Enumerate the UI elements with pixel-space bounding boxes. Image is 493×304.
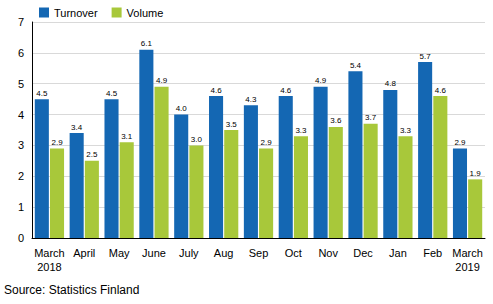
svg-text:April: April — [73, 247, 95, 259]
svg-text:4.8: 4.8 — [385, 79, 397, 88]
svg-text:July: July — [179, 247, 199, 259]
svg-text:2.5: 2.5 — [86, 150, 98, 159]
svg-text:4.5: 4.5 — [106, 89, 118, 98]
svg-text:4.5: 4.5 — [36, 89, 48, 98]
svg-text:3.6: 3.6 — [330, 116, 342, 125]
svg-text:4: 4 — [18, 109, 24, 121]
svg-text:4.0: 4.0 — [176, 104, 188, 113]
svg-text:6: 6 — [18, 47, 24, 59]
svg-text:Oct: Oct — [285, 247, 302, 259]
svg-text:3.3: 3.3 — [400, 126, 412, 135]
svg-text:June: June — [142, 247, 166, 259]
svg-text:0: 0 — [18, 232, 24, 244]
svg-text:2.9: 2.9 — [51, 138, 63, 147]
svg-text:March: March — [34, 247, 65, 259]
svg-text:Nov: Nov — [318, 247, 338, 259]
svg-text:4.6: 4.6 — [280, 86, 292, 95]
svg-text:2018: 2018 — [37, 261, 61, 273]
svg-text:2: 2 — [18, 170, 24, 182]
svg-text:1: 1 — [18, 201, 24, 213]
svg-text:3.5: 3.5 — [226, 120, 238, 129]
svg-text:2.9: 2.9 — [454, 138, 466, 147]
svg-text:4.6: 4.6 — [210, 86, 222, 95]
svg-text:March: March — [452, 247, 483, 259]
svg-text:2.9: 2.9 — [261, 138, 273, 147]
svg-text:4.6: 4.6 — [435, 86, 447, 95]
svg-text:Feb: Feb — [423, 247, 442, 259]
svg-text:6.1: 6.1 — [141, 39, 153, 48]
svg-text:Turnover: Turnover — [54, 7, 98, 19]
svg-text:Sep: Sep — [249, 247, 269, 259]
svg-text:4.9: 4.9 — [156, 76, 168, 85]
svg-text:Volume: Volume — [127, 7, 164, 19]
svg-text:3: 3 — [18, 139, 24, 151]
svg-text:7: 7 — [18, 16, 24, 28]
svg-text:5: 5 — [18, 78, 24, 90]
svg-text:3.4: 3.4 — [71, 123, 83, 132]
svg-text:Aug: Aug — [214, 247, 234, 259]
svg-text:Dec: Dec — [353, 247, 373, 259]
svg-text:3.3: 3.3 — [295, 126, 307, 135]
svg-text:Jan: Jan — [389, 247, 407, 259]
svg-text:1.9: 1.9 — [470, 169, 482, 178]
svg-text:5.4: 5.4 — [350, 61, 362, 70]
svg-text:3.0: 3.0 — [191, 135, 203, 144]
svg-text:5.7: 5.7 — [420, 52, 432, 61]
svg-text:Source: Statistics Finland: Source: Statistics Finland — [4, 283, 139, 297]
svg-text:4.3: 4.3 — [245, 95, 257, 104]
svg-text:May: May — [109, 247, 130, 259]
svg-text:2019: 2019 — [455, 261, 479, 273]
svg-text:3.1: 3.1 — [121, 132, 133, 141]
svg-text:3.7: 3.7 — [365, 113, 377, 122]
svg-text:4.9: 4.9 — [315, 76, 327, 85]
